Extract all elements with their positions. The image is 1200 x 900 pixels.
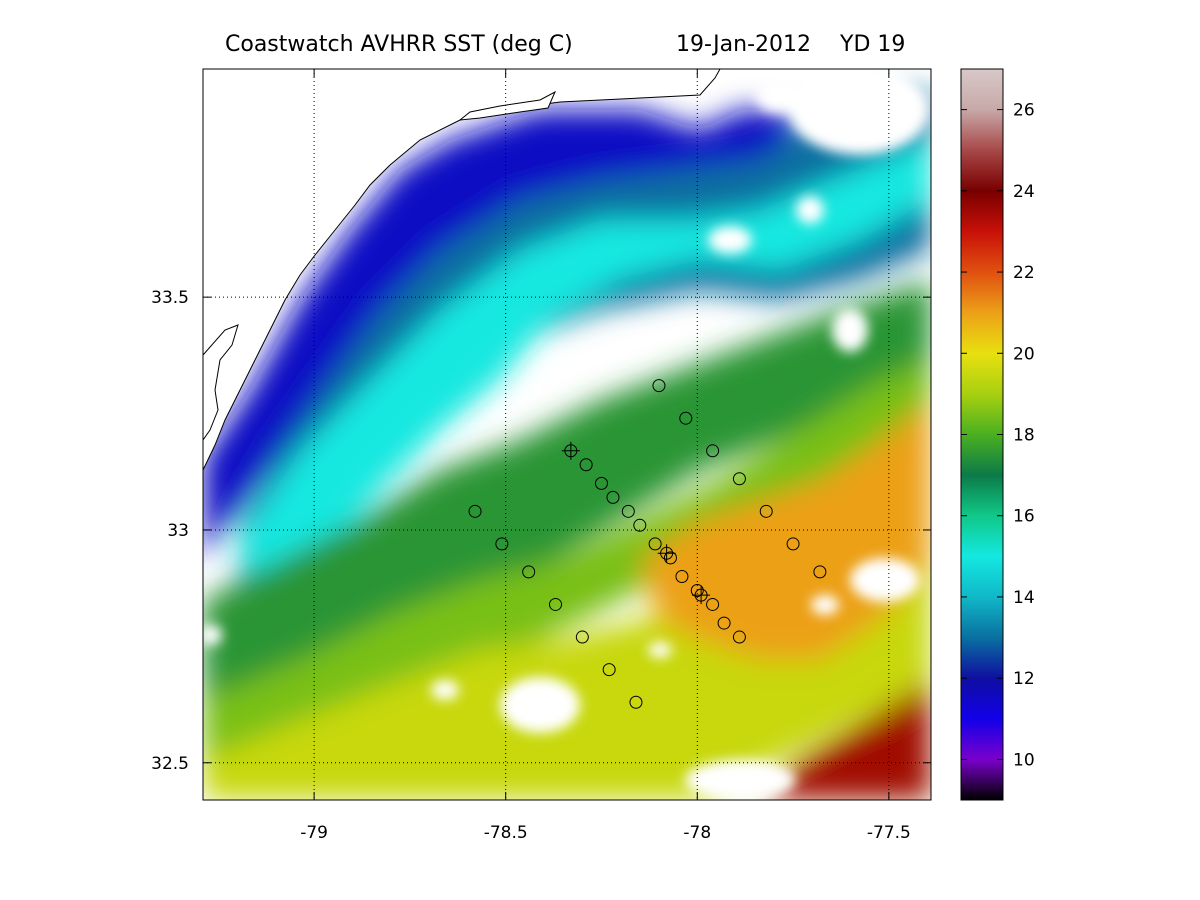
station-marker [706,597,720,611]
colorbar-tick-label: 26 [1013,101,1035,121]
map-frame [202,68,932,801]
colorbar [960,68,1004,801]
sst-region-plume [240,140,931,630]
colorbar-tick-label: 18 [1013,426,1035,446]
station-marker [468,504,482,518]
colorbar-tick-label: 22 [1013,263,1035,283]
sst-region-gulf-stream-core [760,680,931,800]
station-marker [594,476,608,490]
station-marker [621,504,635,518]
station-marker [663,551,677,565]
sst-map [203,69,931,800]
sst-region-gulf-stream-edge [640,400,931,660]
y-tick-label: 32.5 [151,754,189,774]
y-tick-label: 33 [167,521,189,541]
sst-region-outer-shelf [203,280,931,720]
x-tick-label: -78.5 [484,823,528,843]
station-marker [495,537,509,551]
x-tick-label: -77.5 [867,823,911,843]
station-marker [579,458,593,472]
station-marker [813,565,827,579]
station-marker [759,504,773,518]
x-tick-label: -78 [683,823,711,843]
grid-lines [203,69,931,800]
station-marker [575,630,589,644]
colorbar-tick-label: 12 [1013,669,1035,689]
barrier-island [458,90,557,121]
station-marker [732,472,746,486]
station-marker [602,663,616,677]
station-marker [732,630,746,644]
land-area [203,69,700,470]
chart-yearday: YD 19 [839,32,905,57]
colorbar-tick-label: 14 [1013,588,1035,608]
station-marker [717,616,731,630]
station-marker [786,537,800,551]
sst-region-offshore-warm [203,460,931,800]
station-marker [706,444,720,458]
station-marker [675,570,689,584]
colorbar-tick-label: 24 [1013,182,1035,202]
colorbar-ticks [961,109,1003,760]
axis-ticks [203,69,931,800]
coastline [203,69,721,471]
station-marker [648,537,662,551]
y-tick-label: 33.5 [151,288,189,308]
sst-field [203,90,931,800]
colorbar-tick-label: 10 [1013,750,1035,770]
inlet-outline [203,324,239,441]
station-marker [549,597,563,611]
colorbar-tick-label: 16 [1013,507,1035,527]
axis-tick-labels: -79 -78.5 -78 -77.5 32.5 33 33.5 [151,288,911,843]
station-marker [606,490,620,504]
station-marker [690,583,704,597]
station-marker [629,695,643,709]
station-marker [633,518,647,532]
colorbar-tick-labels: 10 12 14 16 18 20 22 24 26 [1013,101,1035,771]
x-tick-label: -79 [300,823,328,843]
chart-title: Coastwatch AVHRR SST (deg C) [225,32,573,57]
colorbar-tick-label: 20 [1013,344,1035,364]
chart-date: 19-Jan-2012 [676,32,811,57]
station-marker [679,411,693,425]
station-marker [522,565,536,579]
station-markers [468,379,827,709]
station-marker [652,379,666,393]
cloud-mask [203,69,930,800]
